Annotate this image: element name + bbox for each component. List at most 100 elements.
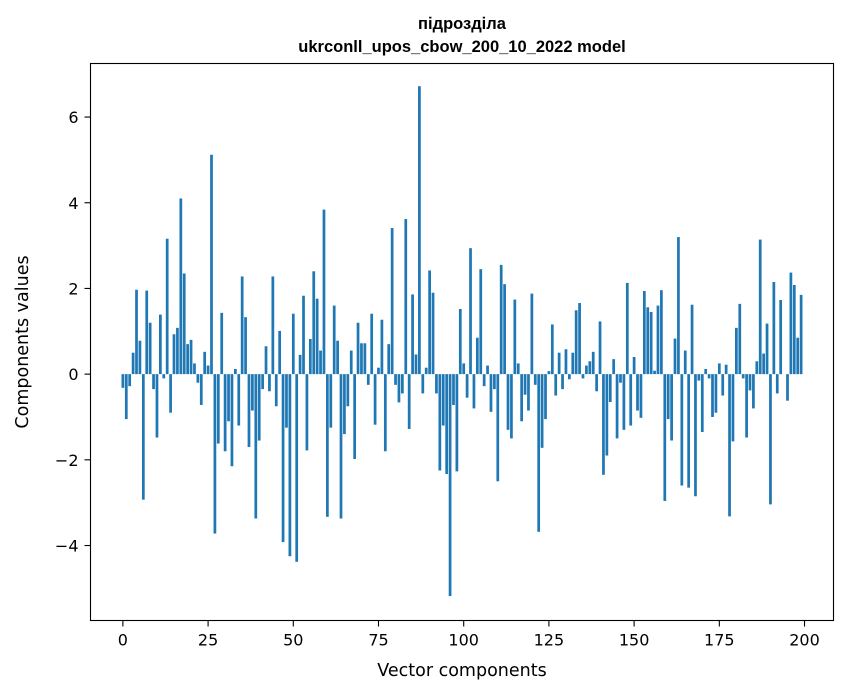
bar-192 [775, 374, 779, 394]
bar-55 [308, 339, 312, 375]
bar-121 [533, 374, 537, 385]
bar-129 [561, 374, 564, 390]
bar-33 [233, 368, 237, 375]
bar-70 [360, 343, 363, 375]
bar-95 [445, 374, 449, 474]
bar-130 [564, 349, 568, 375]
x-tick-label-3: 75 [368, 631, 388, 650]
bar-28 [216, 374, 220, 444]
bar-2 [128, 374, 132, 387]
bar-68 [353, 374, 357, 459]
bar-4 [135, 289, 138, 375]
bar-179 [731, 374, 735, 442]
bar-5 [138, 340, 142, 375]
bar-163 [677, 237, 680, 375]
bar-190 [769, 374, 772, 505]
y-tick-label-2: 0 [68, 365, 78, 384]
bar-102 [469, 248, 472, 375]
bar-146 [619, 374, 622, 383]
bar-19 [186, 344, 189, 375]
bar-50 [291, 313, 295, 375]
bar-114 [510, 374, 513, 439]
bar-99 [458, 309, 462, 375]
y-axis-ticks: −4 −2 0 2 4 6 [55, 108, 91, 556]
bar-14 [169, 374, 172, 413]
bar-81 [397, 374, 401, 403]
bar-25 [206, 365, 210, 375]
bar-138 [591, 351, 595, 375]
bar-18 [182, 273, 186, 375]
bar-84 [407, 374, 411, 429]
bar-44 [271, 276, 275, 375]
bar-181 [738, 303, 742, 375]
bar-162 [673, 338, 677, 375]
bar-110 [496, 374, 500, 482]
bar-47 [281, 374, 285, 543]
bar-82 [400, 374, 404, 394]
bar-144 [612, 359, 616, 375]
bar-85 [411, 294, 414, 375]
bar-184 [748, 374, 752, 391]
bar-188 [762, 353, 765, 375]
bar-15 [172, 334, 176, 375]
x-tick-label-7: 175 [704, 631, 735, 650]
bar-128 [557, 352, 561, 375]
x-tick-label-0: 0 [118, 631, 128, 650]
bar-37 [247, 374, 251, 447]
bar-31 [227, 374, 230, 422]
bar-78 [387, 344, 391, 375]
bar-94 [441, 374, 445, 426]
bar-7 [145, 290, 149, 375]
bar-182 [741, 374, 745, 379]
bar-8 [148, 322, 152, 375]
bar-49 [288, 374, 292, 557]
y-axis-label: Components values [13, 255, 33, 428]
bar-122 [537, 374, 541, 532]
bar-89 [424, 367, 428, 375]
bar-93 [438, 374, 442, 471]
bar-32 [230, 374, 234, 467]
bar-170 [700, 374, 704, 432]
bar-104 [475, 337, 479, 375]
bar-21 [193, 363, 196, 375]
bar-90 [428, 270, 431, 375]
bar-42 [264, 346, 268, 375]
x-axis-label: Vector components [377, 661, 546, 681]
bar-62 [332, 305, 336, 375]
bar-174 [714, 374, 718, 413]
bar-160 [666, 374, 670, 420]
bar-189 [765, 323, 769, 375]
bar-106 [482, 374, 486, 387]
bar-23 [199, 374, 203, 405]
bar-199 [799, 294, 803, 375]
bar-60 [326, 374, 329, 517]
bar-127 [554, 374, 558, 396]
bar-116 [516, 363, 520, 375]
bar-191 [772, 282, 776, 375]
bar-43 [268, 374, 271, 392]
bar-53 [302, 295, 305, 375]
bar-154 [646, 307, 650, 375]
bar-136 [585, 365, 588, 375]
bar-52 [298, 354, 302, 375]
bar-27 [213, 374, 217, 534]
bar-167 [690, 304, 694, 375]
bar-6 [141, 374, 145, 500]
bar-195 [786, 374, 789, 401]
bar-165 [683, 350, 687, 375]
bar-134 [578, 303, 581, 375]
bar-108 [489, 374, 493, 412]
bar-113 [506, 374, 510, 430]
bar-177 [724, 364, 728, 375]
bar-120 [530, 293, 534, 375]
bar-107 [486, 365, 489, 375]
bar-10 [155, 374, 159, 438]
bar-112 [503, 284, 506, 375]
bar-169 [697, 374, 701, 381]
bar-153 [642, 291, 646, 375]
bar-74 [373, 374, 377, 425]
bar-118 [523, 374, 527, 395]
x-axis-ticks: 0 25 50 75 100 125 150 175 200 [118, 620, 820, 650]
y-tick-label-4: 4 [68, 194, 78, 213]
bar-57 [315, 298, 319, 375]
